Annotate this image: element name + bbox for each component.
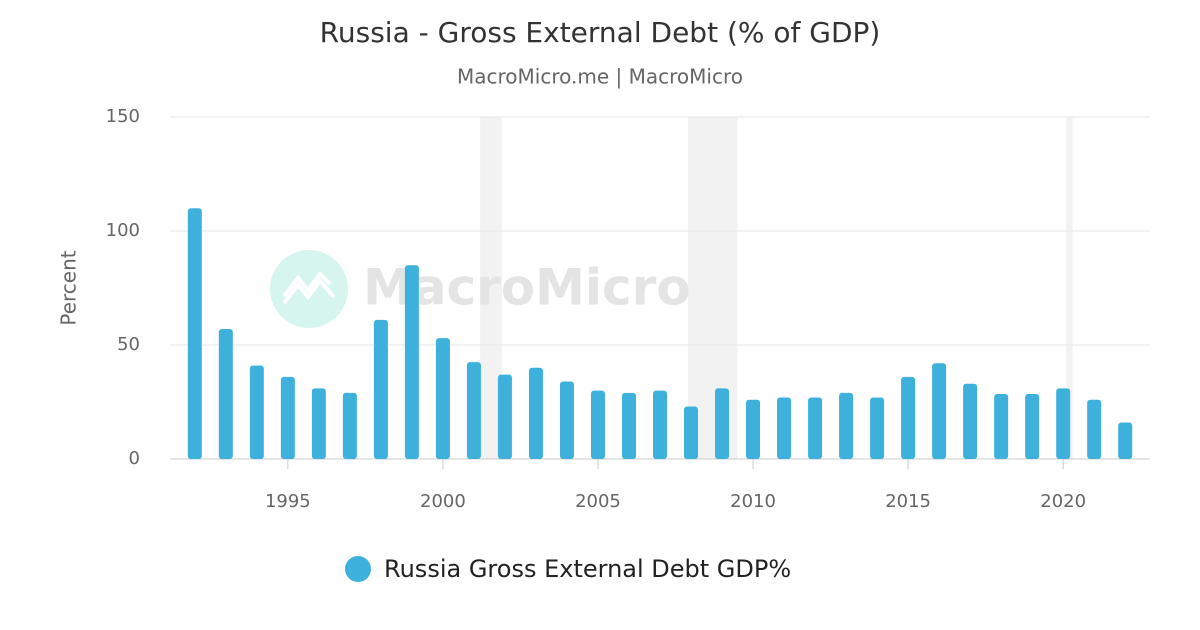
shaded-range <box>480 117 502 459</box>
bar <box>218 329 233 459</box>
bar <box>777 397 792 459</box>
legend-label: Russia Gross External Debt GDP% <box>384 555 791 583</box>
bar <box>528 367 543 459</box>
bar <box>435 338 450 459</box>
bar <box>590 390 605 459</box>
y-tick-label: 100 <box>106 220 140 241</box>
x-tick-label: 2015 <box>885 491 931 512</box>
legend-marker <box>345 556 371 582</box>
bar <box>653 390 667 459</box>
bar <box>311 388 326 459</box>
bar <box>559 381 574 459</box>
bar <box>963 383 978 459</box>
bar <box>746 399 761 459</box>
shaded-range <box>1066 117 1073 459</box>
bar <box>621 392 636 459</box>
chart-subtitle: MacroMicro.me | MacroMicro <box>457 65 743 89</box>
x-tick-label: 2020 <box>1040 491 1086 512</box>
bar <box>1087 399 1102 459</box>
chart-title: Russia - Gross External Debt (% of GDP) <box>320 16 881 49</box>
watermark-logo <box>270 250 348 328</box>
bar <box>994 394 1009 459</box>
bar <box>280 376 295 459</box>
x-tick-label: 2005 <box>575 491 621 512</box>
bar <box>404 265 419 459</box>
bar <box>187 208 202 459</box>
shaded-range <box>687 117 738 459</box>
bar <box>839 392 854 459</box>
x-tick-label: 2000 <box>420 491 466 512</box>
bar <box>901 376 916 459</box>
bar <box>870 397 885 459</box>
bar <box>715 388 730 459</box>
bar <box>373 319 388 459</box>
y-tick-label: 150 <box>106 106 140 127</box>
bar <box>808 397 823 459</box>
x-tick-label: 1995 <box>265 491 311 512</box>
bar <box>497 374 512 459</box>
bar <box>249 365 264 459</box>
bar <box>342 392 357 459</box>
y-tick-label: 50 <box>117 334 140 355</box>
y-tick-label: 0 <box>129 448 140 469</box>
bar <box>466 362 481 459</box>
bar <box>1056 388 1071 459</box>
bar <box>684 406 699 459</box>
bar <box>1118 422 1133 459</box>
y-axis-title: Percent <box>57 250 81 325</box>
x-tick-label: 2010 <box>730 491 776 512</box>
bar <box>1025 394 1040 459</box>
bar <box>932 363 947 459</box>
